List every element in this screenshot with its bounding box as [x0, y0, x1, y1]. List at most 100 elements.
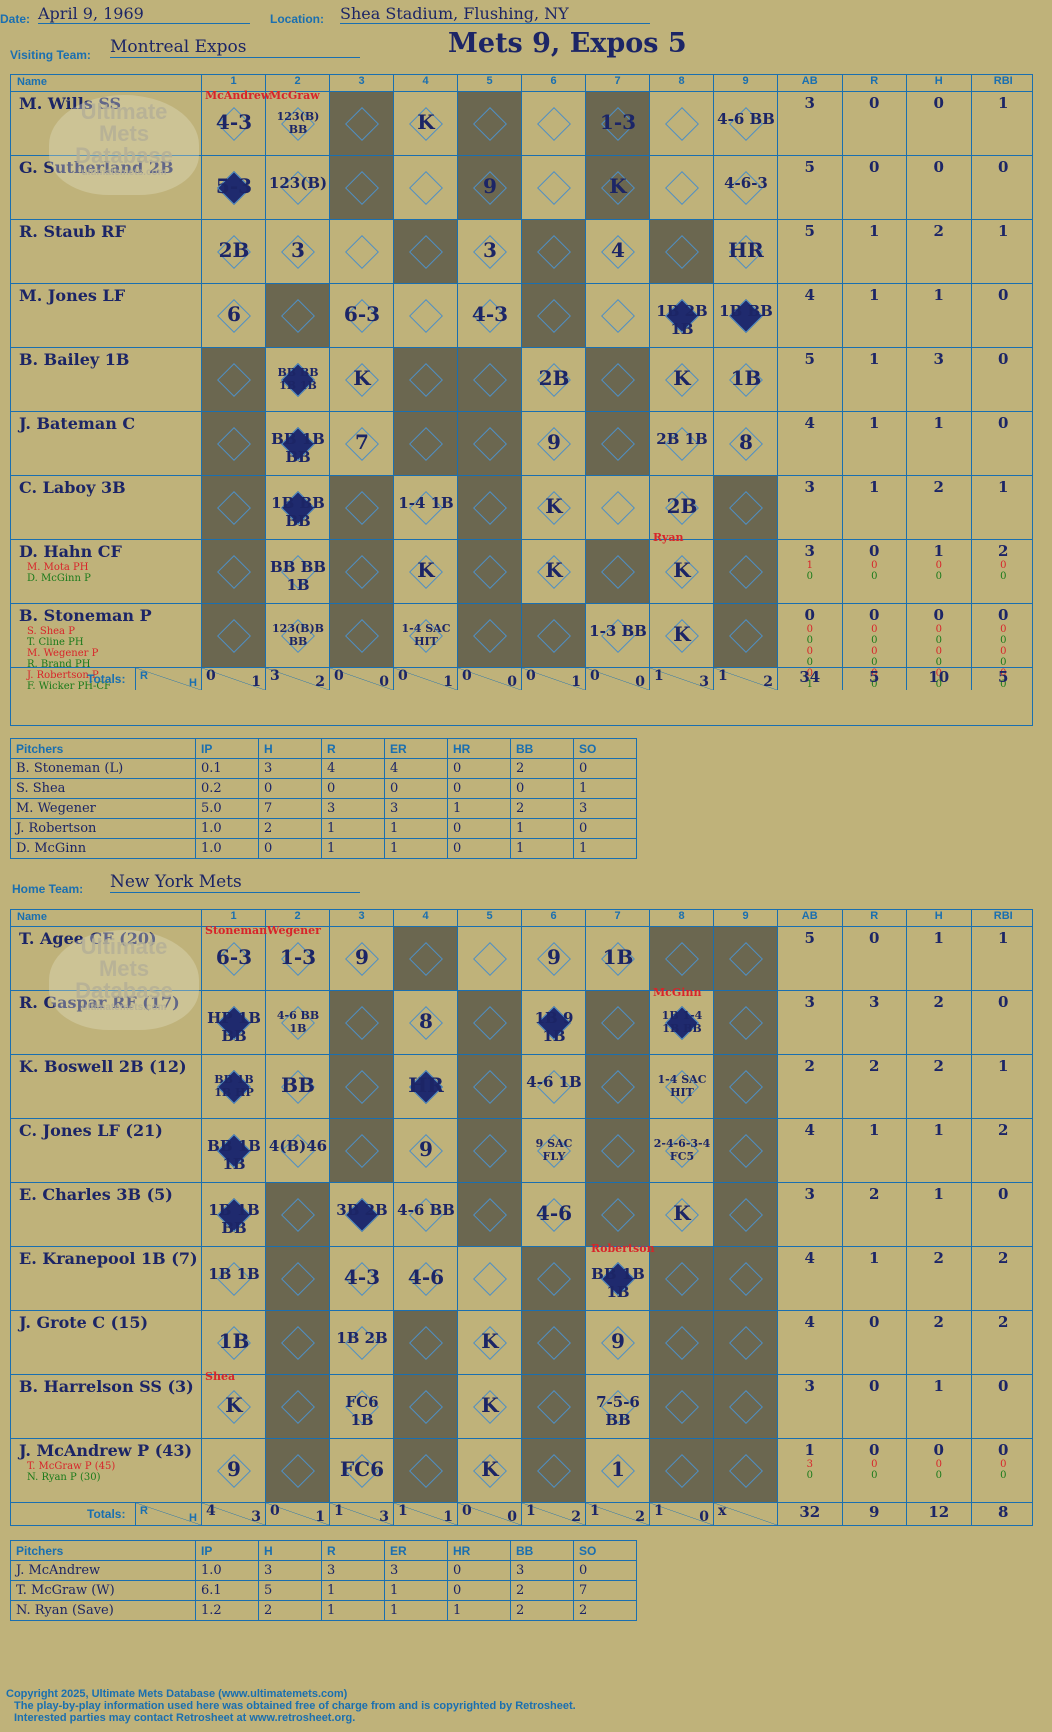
- play-result: 1-3 BB: [589, 622, 647, 640]
- home-stat-cell: 0: [841, 927, 907, 991]
- visitor-stat-header-h: H: [906, 75, 971, 91]
- visitor-atbat-cell: 1B: [713, 348, 777, 412]
- sub-stat-value: 0: [806, 635, 813, 646]
- stat-value: 4: [804, 414, 815, 432]
- inning-hits: 0: [635, 674, 645, 690]
- play-result: 4-3: [343, 1265, 381, 1289]
- home-player-row: J. Grote C (15) 1B 1B 2B K 9 4 0 2 2: [11, 1310, 1032, 1375]
- sub-stat-value: 0: [1000, 657, 1007, 668]
- home-stat-cell: 1: [906, 1119, 971, 1183]
- visitor-stat-cell: 3: [906, 348, 971, 412]
- visitor-inning-header-9: 9: [713, 75, 777, 91]
- basepath-diamond: [473, 427, 507, 461]
- sub-stat-value: 0: [871, 1459, 878, 1470]
- visitor-stat-cell: 0: [970, 284, 1036, 348]
- sub-stat-value: 0: [935, 657, 942, 668]
- home-stat-cell: 3: [777, 1375, 842, 1439]
- inning-runs: 0: [462, 1503, 472, 1519]
- home-stat-header-ab: AB: [777, 910, 842, 926]
- visitor-atbat-cell: 9: [521, 412, 585, 476]
- game-title: Mets 9, Expos 5: [448, 28, 687, 59]
- basepath-diamond: [409, 427, 443, 461]
- pitching-stat: 0: [258, 778, 322, 799]
- play-result: 7-5-6 BB: [596, 1393, 640, 1429]
- visitor-atbat-cell: [329, 156, 393, 220]
- home-atbat-cell: [713, 991, 777, 1055]
- visitor-atbat-cell: 1-4 SAC HIT: [393, 604, 457, 668]
- basepath-diamond: [345, 555, 379, 589]
- home-atbat-cell: 9: [585, 1311, 649, 1375]
- player-name: C. Jones LF (21): [19, 1121, 163, 1140]
- basepath-diamond: [665, 171, 699, 205]
- play-result: 1B 1-4 1B BB: [661, 1009, 703, 1035]
- stat-value: 1: [933, 286, 944, 304]
- visitor-stat-cell: 2: [906, 476, 971, 540]
- home-inning-header-5: 5: [457, 910, 521, 926]
- stat-value: 3: [933, 350, 944, 368]
- pitching-stat: 1: [573, 778, 637, 799]
- home-atbat-cell: 9: [393, 1119, 457, 1183]
- pitching-stat: 2: [573, 1600, 637, 1621]
- visitor-pitcher-row: B. Stoneman (L) 0.1 3 4 4 0 2 0: [10, 758, 637, 779]
- play-result: 4-6: [407, 1265, 445, 1289]
- visitor-stat-cell: 3: [777, 476, 842, 540]
- visitor-header-row: Name 1 2 3 4 5 6 7 8 9 AB R H RBI: [11, 75, 1032, 91]
- play-result: K: [481, 1393, 499, 1417]
- basepath-diamond: [729, 1198, 763, 1232]
- play-result: 8: [739, 430, 753, 454]
- home-atbat-cell: HP 1B BB: [201, 991, 265, 1055]
- play-result: K: [609, 174, 627, 198]
- visitor-atbat-cell: HR: [713, 220, 777, 284]
- player-name: R. Gaspar RF (17): [19, 993, 180, 1012]
- visitor-player-row: B. Stoneman P S. Shea P T. Cline PH M. Wege…: [11, 603, 1032, 692]
- pitching-change-note: McAndrew: [205, 89, 271, 102]
- basepath-diamond: [473, 555, 507, 589]
- game-total: 9: [841, 1503, 907, 1525]
- home-atbat-cell: [713, 1247, 777, 1311]
- sub-stat-value: 0: [871, 668, 878, 679]
- pitching-change-note: Robertson: [591, 1242, 655, 1255]
- visitor-atbat-cell: [521, 220, 585, 284]
- home-stat-cell: 5: [777, 927, 842, 991]
- home-atbat-cell: 9 SAC FLY: [521, 1119, 585, 1183]
- home-atbat-cell: [457, 1119, 521, 1183]
- basepath-diamond: [409, 1454, 443, 1488]
- inning-hits: 2: [635, 1509, 645, 1525]
- home-stat-cell: 1: [841, 1247, 907, 1311]
- home-pitcher-row: N. Ryan (Save) 1.2 2 1 1 1 2 2: [10, 1600, 637, 1621]
- sub-stat-value: 1: [806, 679, 813, 690]
- play-result: 9: [547, 430, 561, 454]
- visitor-pitcher-row: S. Shea 0.2 0 0 0 0 0 1: [10, 778, 637, 799]
- visitor-pitcher-row: J. Robertson 1.0 2 1 1 0 1 0: [10, 818, 637, 839]
- pitching-change-note: McGinn: [653, 986, 702, 999]
- stat-value: 2: [933, 478, 944, 496]
- visitor-player-row: B. Bailey 1B BB BB 1B 1B K 2B K 1B 5 1 3 0: [11, 347, 1032, 412]
- play-result: 1B 2B: [336, 1329, 388, 1347]
- home-stat-cell: 2: [970, 1311, 1036, 1375]
- visitor-atbat-cell: 1-4 1B: [393, 476, 457, 540]
- visitor-atbat-cell: 4-6 BB: [713, 92, 777, 156]
- play-result: 9 SAC FLY: [535, 1137, 573, 1163]
- visitor-atbat-cell: [521, 284, 585, 348]
- play-result: 9: [483, 174, 497, 198]
- stat-value: 2: [933, 222, 944, 240]
- game-total: 5: [841, 668, 907, 690]
- play-result: 4-6-3: [724, 174, 768, 192]
- visitor-atbat-cell: [393, 156, 457, 220]
- pitcher-name: T. McGraw (W): [10, 1580, 196, 1601]
- home-stat-cell: 0: [970, 1183, 1036, 1247]
- home-inning-header-4: 4: [393, 910, 457, 926]
- visitor-atbat-cell: 1B BB: [713, 284, 777, 348]
- inning-runs: 1: [718, 668, 728, 684]
- stat-value: 1: [998, 94, 1009, 112]
- watermark-text: Database: [75, 143, 173, 168]
- sub-stat-value: 1: [806, 560, 813, 571]
- stat-value: 0: [869, 94, 880, 112]
- stat-value: 1: [869, 1249, 880, 1267]
- basepath-diamond: [665, 942, 699, 976]
